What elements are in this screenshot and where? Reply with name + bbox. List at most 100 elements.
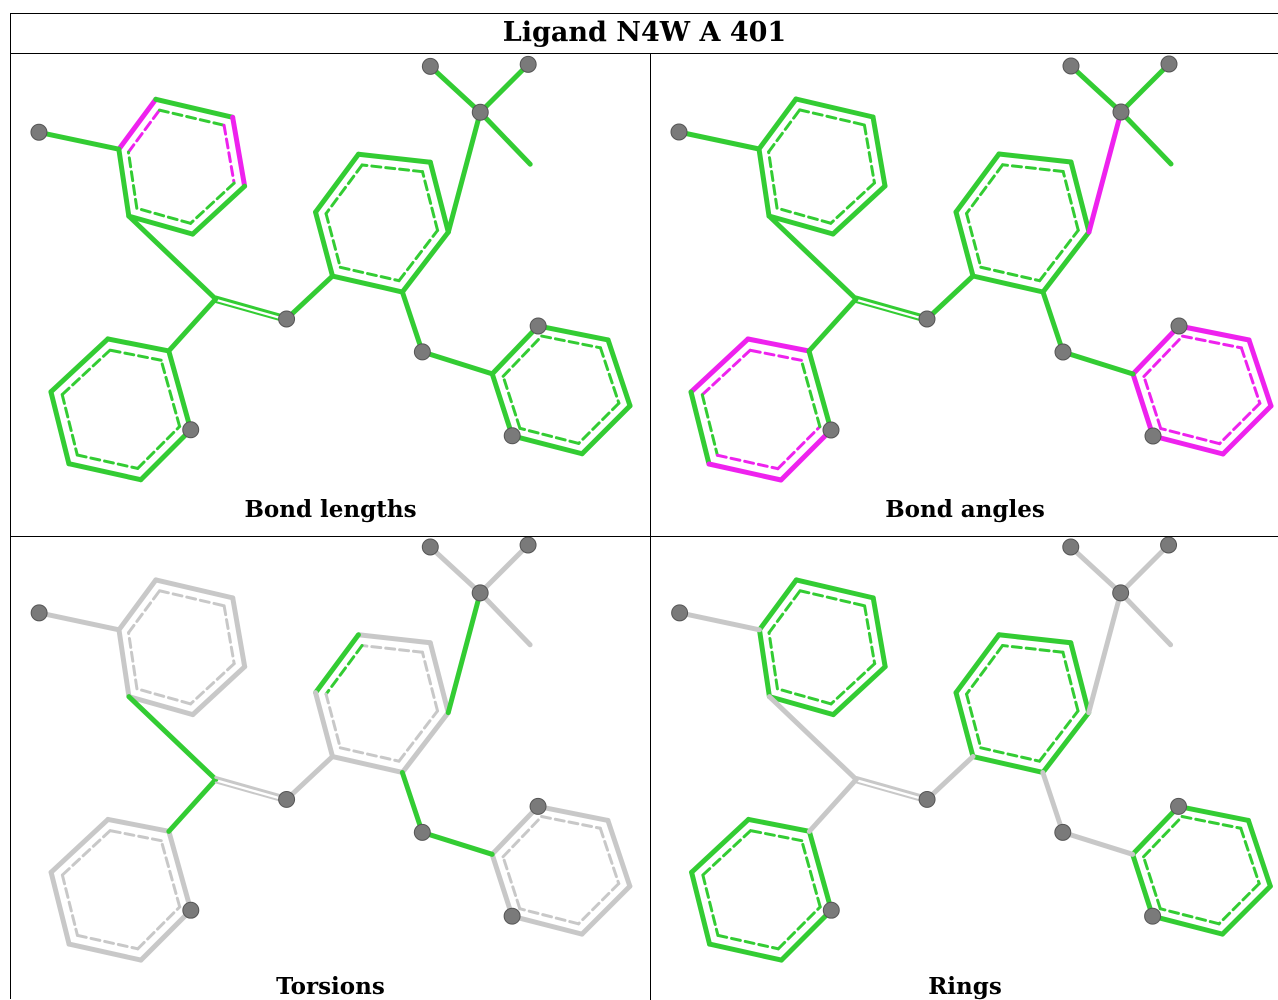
single-bond <box>399 769 425 835</box>
aromatic-dash <box>75 933 140 951</box>
aromatic-dash <box>126 150 139 210</box>
aromatic-dash <box>397 228 440 283</box>
ring-bond <box>706 461 784 483</box>
atom-ball <box>30 604 48 622</box>
atom-ball <box>529 317 547 335</box>
aromatic-dash <box>1142 855 1162 911</box>
ring-bond <box>399 229 451 295</box>
single-bond <box>284 273 335 322</box>
ring-bond <box>830 664 888 718</box>
aromatic-dash <box>749 829 804 843</box>
aromatic-dash <box>127 631 139 691</box>
ring-bond <box>489 371 515 439</box>
aromatic-dash <box>598 826 621 886</box>
ring-bond <box>105 816 172 834</box>
ring-bond <box>105 336 172 354</box>
aromatic-dash <box>135 687 193 706</box>
aromatic-dash <box>701 873 720 937</box>
single-bond <box>166 776 219 834</box>
ring-bond <box>1040 229 1092 295</box>
ring-bond <box>66 941 144 963</box>
ring-bond <box>806 348 834 433</box>
aromatic-dash <box>159 358 182 428</box>
aromatic-dash <box>965 211 983 269</box>
ring-bond <box>953 690 976 760</box>
aromatic-dash <box>360 163 424 174</box>
ring-bond <box>330 754 405 775</box>
ring-bond <box>355 632 433 646</box>
ring-bond <box>48 869 72 947</box>
panel-caption: Rings <box>928 973 1002 1000</box>
aromatic-dash <box>518 907 580 926</box>
aromatic-dash <box>324 163 364 216</box>
aromatic-dash <box>126 108 161 154</box>
single-bond <box>806 776 859 834</box>
panel-caption: Bond angles <box>885 496 1045 523</box>
panel-rings: Rings <box>651 536 1278 1000</box>
aromatic-dash <box>60 393 79 457</box>
aromatic-dash <box>598 346 621 405</box>
atom-ball <box>1144 907 1162 925</box>
single-bond <box>477 109 533 167</box>
single-bond <box>1086 109 1124 235</box>
ring-bond <box>1130 323 1182 377</box>
ring-bond <box>330 273 405 295</box>
aromatic-dash <box>1142 815 1184 859</box>
aromatic-dash <box>829 662 877 706</box>
single-bond <box>36 610 122 633</box>
single-bond <box>1118 109 1174 167</box>
aromatic-dash <box>127 589 162 635</box>
ring-bond <box>778 427 834 483</box>
ring-bond <box>313 632 361 696</box>
ring-bond <box>535 323 611 343</box>
ring-bond <box>756 577 799 633</box>
ring-bond <box>166 348 194 433</box>
ring-bond <box>1150 913 1225 937</box>
atom-ball <box>1144 427 1162 445</box>
atom-ball <box>30 123 48 141</box>
single-bond <box>427 63 483 115</box>
ring-bond <box>778 907 834 963</box>
ring-bond <box>1130 803 1182 857</box>
ring-bond <box>996 632 1074 646</box>
aromatic-dash <box>798 589 867 608</box>
atom-ball <box>1054 343 1072 361</box>
ring-bond <box>1068 159 1092 235</box>
aromatic-dash <box>324 644 364 696</box>
atom-ball <box>671 604 689 622</box>
ring-bond <box>1068 640 1092 716</box>
aromatic-dash <box>767 631 779 691</box>
aromatic-dash <box>60 348 112 397</box>
single-bond <box>399 289 425 355</box>
ring-bond <box>1176 323 1252 343</box>
aromatic-dash <box>767 150 779 210</box>
single-bond <box>419 829 495 857</box>
aromatic-dash <box>501 855 522 911</box>
aromatic-dash <box>1239 826 1261 886</box>
ring-bond <box>605 817 633 889</box>
ring-bond <box>953 209 976 279</box>
aromatic-dash <box>501 334 544 378</box>
aromatic-dash <box>965 644 1005 696</box>
aromatic-dash <box>1038 228 1080 283</box>
aromatic-dash <box>862 123 876 185</box>
molecule-view-rings <box>671 537 1273 963</box>
aromatic-dash <box>501 374 522 430</box>
ring-bond <box>48 336 111 395</box>
ring-bond <box>313 209 335 279</box>
aromatic-dash <box>60 829 112 877</box>
double-bond <box>214 775 289 799</box>
atom-ball <box>1112 103 1130 121</box>
aromatic-dash <box>1001 644 1065 654</box>
aromatic-dash <box>135 206 193 225</box>
molecule-view-bond-angles <box>670 55 1274 483</box>
ring-bond <box>126 213 196 237</box>
ring-bond <box>190 664 248 718</box>
ring-bond <box>707 941 784 963</box>
ring-bond <box>689 816 751 875</box>
aromatic-dash <box>767 589 802 635</box>
ring-bond <box>579 403 633 457</box>
atom-ball <box>421 57 439 75</box>
ring-bond <box>1220 403 1274 457</box>
ring-bond <box>689 869 713 947</box>
